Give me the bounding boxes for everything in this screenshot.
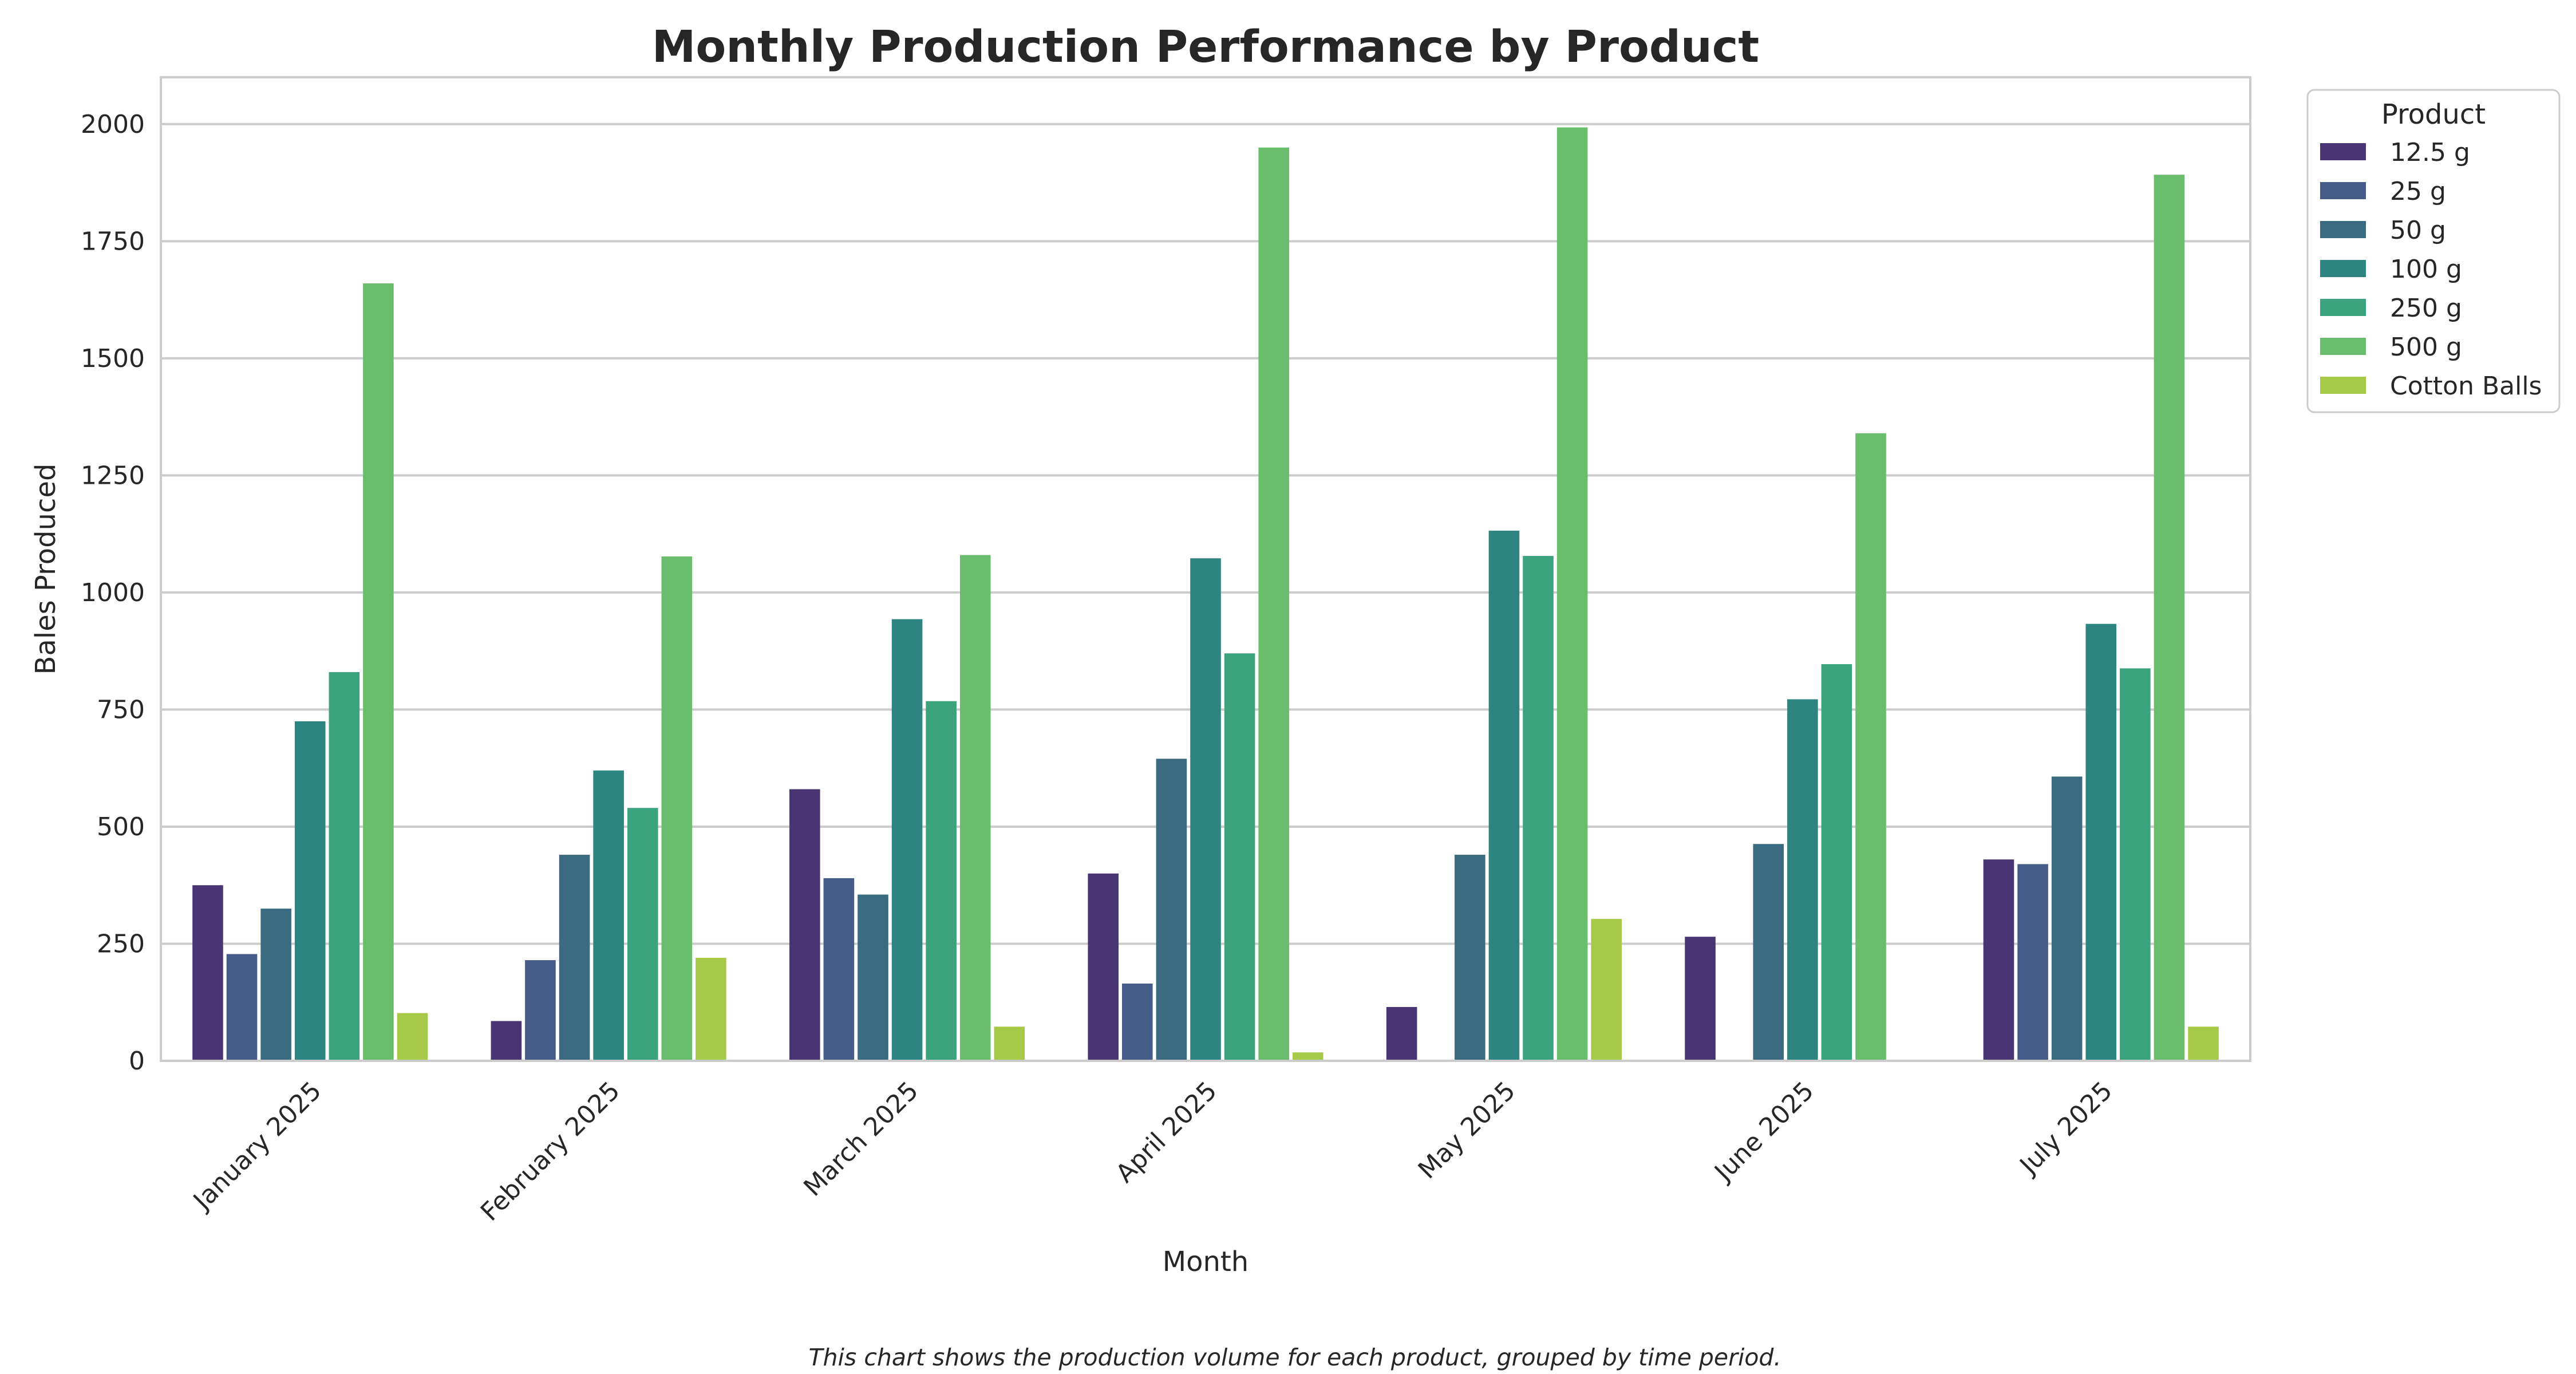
bar <box>2188 1026 2219 1061</box>
bar <box>1122 984 1153 1061</box>
y-axis-label: Bales Produced <box>30 464 62 675</box>
bar <box>1983 859 2014 1061</box>
bar <box>593 770 624 1061</box>
bar <box>1386 1006 1417 1061</box>
chart-title: Monthly Production Performance by Produc… <box>652 22 1759 73</box>
bar <box>891 619 923 1061</box>
y-tick-label: 1250 <box>81 461 145 490</box>
bar <box>1088 873 1119 1061</box>
bar <box>2051 776 2083 1061</box>
bar <box>1685 937 1716 1061</box>
bar <box>1258 147 1289 1061</box>
bar <box>294 721 326 1061</box>
legend-swatch <box>2320 338 2366 355</box>
bar <box>525 960 556 1061</box>
bar <box>1292 1052 1323 1061</box>
bar <box>1753 844 1784 1061</box>
bar <box>2085 623 2117 1061</box>
bar <box>192 885 223 1061</box>
legend-swatch <box>2320 143 2366 160</box>
bar <box>363 283 394 1061</box>
legend-title: Product <box>2381 98 2486 131</box>
bar <box>260 909 291 1061</box>
bar <box>1556 127 1588 1061</box>
bar <box>661 556 693 1061</box>
bar <box>2154 175 2185 1061</box>
plot-frame <box>160 76 2251 1062</box>
legend-swatch <box>2320 377 2366 394</box>
bar <box>858 894 888 1061</box>
bar <box>1224 653 1255 1061</box>
bar <box>1156 759 1187 1061</box>
legend-swatch <box>2320 182 2366 199</box>
y-tick-label: 0 <box>129 1047 145 1076</box>
y-axis-ticks: 0 250 500 750 1000 1250 1500 1750 2000 <box>81 110 145 1076</box>
legend: Product 12.5 g 25 g 50 g 100 g 250 g 500 g Cot… <box>2306 89 2561 413</box>
legend-label: 25 g <box>2390 177 2446 206</box>
y-tick-label: 1500 <box>81 344 145 373</box>
legend-label: 50 g <box>2390 216 2446 245</box>
bar <box>959 555 991 1061</box>
chart-caption: This chart shows the production volume f… <box>809 1344 1781 1371</box>
bar <box>1523 556 1554 1061</box>
y-tick-label: 1000 <box>81 578 145 607</box>
y-tick-label: 250 <box>97 929 145 958</box>
legend-box <box>2306 89 2561 413</box>
bar <box>2017 864 2048 1061</box>
bar <box>491 1021 522 1061</box>
legend-swatch <box>2320 221 2366 238</box>
bar <box>329 672 360 1061</box>
x-axis-label: Month <box>1163 1246 1249 1278</box>
legend-swatch <box>2320 299 2366 316</box>
bar <box>1821 664 1852 1061</box>
y-tick-label: 750 <box>97 695 145 724</box>
bar <box>1591 919 1622 1061</box>
bar <box>1855 433 1886 1061</box>
bar <box>1190 558 1221 1061</box>
legend-label: Cotton Balls <box>2390 372 2542 401</box>
bar <box>1488 530 1520 1061</box>
bars <box>192 127 2219 1061</box>
legend-items: 12.5 g 25 g 50 g 100 g 250 g 500 g Cotton Ball… <box>2320 138 2542 401</box>
bar <box>627 808 658 1061</box>
legend-label: 100 g <box>2390 255 2462 284</box>
bar <box>559 855 590 1061</box>
bar <box>2120 668 2151 1061</box>
legend-label: 12.5 g <box>2390 138 2470 167</box>
y-tick-label: 2000 <box>81 110 145 139</box>
legend-label: 500 g <box>2390 333 2462 362</box>
bar <box>696 958 726 1061</box>
bar <box>789 789 820 1061</box>
bar <box>397 1013 428 1061</box>
y-tick-label: 1750 <box>81 227 145 256</box>
bar <box>994 1026 1025 1061</box>
legend-swatch <box>2320 260 2366 277</box>
legend-label: 250 g <box>2390 294 2462 323</box>
bar <box>1787 699 1818 1061</box>
bar <box>226 954 258 1061</box>
bar <box>1455 855 1485 1061</box>
y-tick-label: 500 <box>97 812 145 842</box>
bar <box>823 878 855 1061</box>
bar <box>926 701 957 1061</box>
